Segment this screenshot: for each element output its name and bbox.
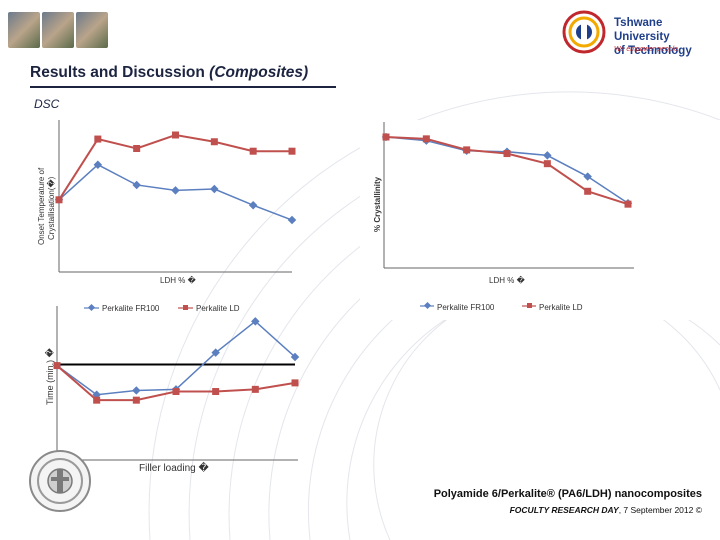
- legend-label-ld: Perkalite LD: [539, 303, 583, 312]
- series-layer: [54, 131, 297, 225]
- footer-date: , 7 September 2012 ©: [618, 505, 702, 515]
- legend-marker-fr100: [423, 301, 432, 310]
- legend: Perkalite FR100 Perkalite LD: [420, 301, 583, 312]
- header-photo: [42, 12, 74, 48]
- data-point-ld: [172, 388, 180, 396]
- y-axis-title: % Crystallinity: [373, 176, 382, 232]
- legend: Perkalite FR100 Perkalite LD: [84, 303, 240, 313]
- data-point-ld: [94, 135, 102, 143]
- page-title-italic: (Composites): [209, 64, 309, 81]
- data-point-fr100: [210, 184, 219, 194]
- data-point-ld: [210, 138, 218, 146]
- x-axis-title: LDH % �: [489, 275, 526, 285]
- series-layer: [52, 317, 300, 404]
- legend-label-fr100: Perkalite FR100: [437, 303, 495, 312]
- data-point-ld: [133, 145, 141, 152]
- footer-subtitle: FOCULTY RESEARCH DAY, 7 September 2012 ©: [510, 505, 702, 515]
- data-point-fr100: [93, 160, 103, 169]
- header-photo: [8, 12, 40, 48]
- data-point-ld: [172, 131, 179, 139]
- chart-panel: [360, 120, 720, 320]
- series-layer: [381, 132, 633, 208]
- data-point-ld: [382, 133, 390, 141]
- university-name-line1: Tshwane University: [614, 17, 670, 43]
- footer-title: Polyamide 6/Perkalite® (PA6/LDH) nanocom…: [433, 488, 702, 500]
- university-tagline: We empower people: [614, 46, 679, 53]
- header-photo: [76, 12, 108, 48]
- data-point-fr100: [132, 180, 141, 190]
- data-point-ld: [212, 388, 220, 396]
- data-point-ld: [624, 200, 632, 208]
- data-point-ld: [249, 147, 257, 155]
- data-point-ld: [463, 146, 471, 154]
- university-crest-icon: [29, 450, 91, 512]
- data-point-fr100: [171, 186, 180, 195]
- university-logo: Tshwane University of Technology We empo…: [562, 8, 712, 64]
- data-point-ld: [55, 196, 63, 204]
- x-axis-title: LDH % �: [160, 275, 197, 285]
- y-axis-title-line1: Onset Temperature of: [37, 167, 46, 245]
- data-point-fr100: [211, 348, 220, 357]
- legend-marker-fr100: [87, 303, 96, 312]
- data-point-ld: [93, 396, 101, 404]
- university-emblem-icon: [562, 10, 606, 54]
- footer-event: FOCULTY RESEARCH DAY: [509, 505, 619, 515]
- data-point-fr100: [251, 317, 260, 326]
- data-point-ld: [132, 396, 140, 404]
- data-point-ld: [543, 160, 551, 168]
- legend-label-fr100: Perkalite FR100: [102, 304, 160, 313]
- data-point-ld: [422, 135, 430, 143]
- legend-label-ld: Perkalite LD: [196, 304, 240, 313]
- university-name: Tshwane University of Technology: [614, 16, 712, 58]
- title-underline: [30, 86, 336, 88]
- legend-marker-ld: [183, 305, 188, 310]
- x-axis-title: Filler loading �: [139, 461, 209, 474]
- data-point-ld: [503, 150, 511, 158]
- section-label: DSC: [34, 97, 60, 111]
- data-point-fr100: [290, 352, 300, 362]
- legend-marker-ld: [527, 303, 532, 308]
- series-line-fr100: [56, 320, 296, 396]
- data-point-fr100: [248, 200, 258, 210]
- data-point-ld: [584, 187, 592, 195]
- y-axis-title-line2: Crystallisation(�): [46, 176, 56, 240]
- university-name-line2: of Technology: [614, 45, 692, 57]
- y-axis-title: Time (min.) �: [44, 347, 55, 405]
- data-point-fr100: [132, 386, 141, 395]
- page-title: Results and Discussion (Composites): [30, 64, 308, 82]
- page-title-main: Results and Discussion: [30, 64, 205, 81]
- data-point-ld: [251, 385, 259, 393]
- data-point-fr100: [287, 215, 297, 225]
- header-photo-strip: [8, 12, 108, 48]
- data-point-ld: [291, 379, 299, 387]
- data-point-ld: [53, 362, 61, 370]
- data-point-ld: [288, 147, 296, 155]
